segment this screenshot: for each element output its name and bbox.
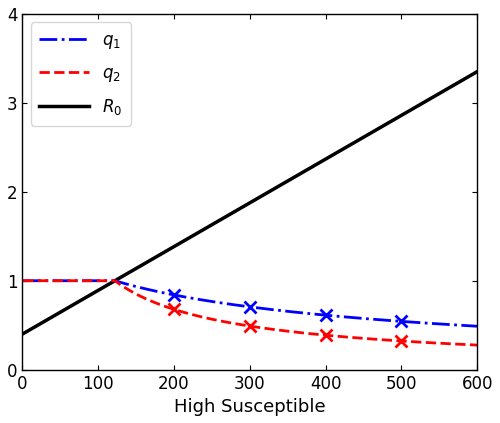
X-axis label: High Susceptible: High Susceptible — [174, 398, 326, 416]
Legend: $q_1$, $q_2$, $R_0$: $q_1$, $q_2$, $R_0$ — [31, 22, 131, 126]
